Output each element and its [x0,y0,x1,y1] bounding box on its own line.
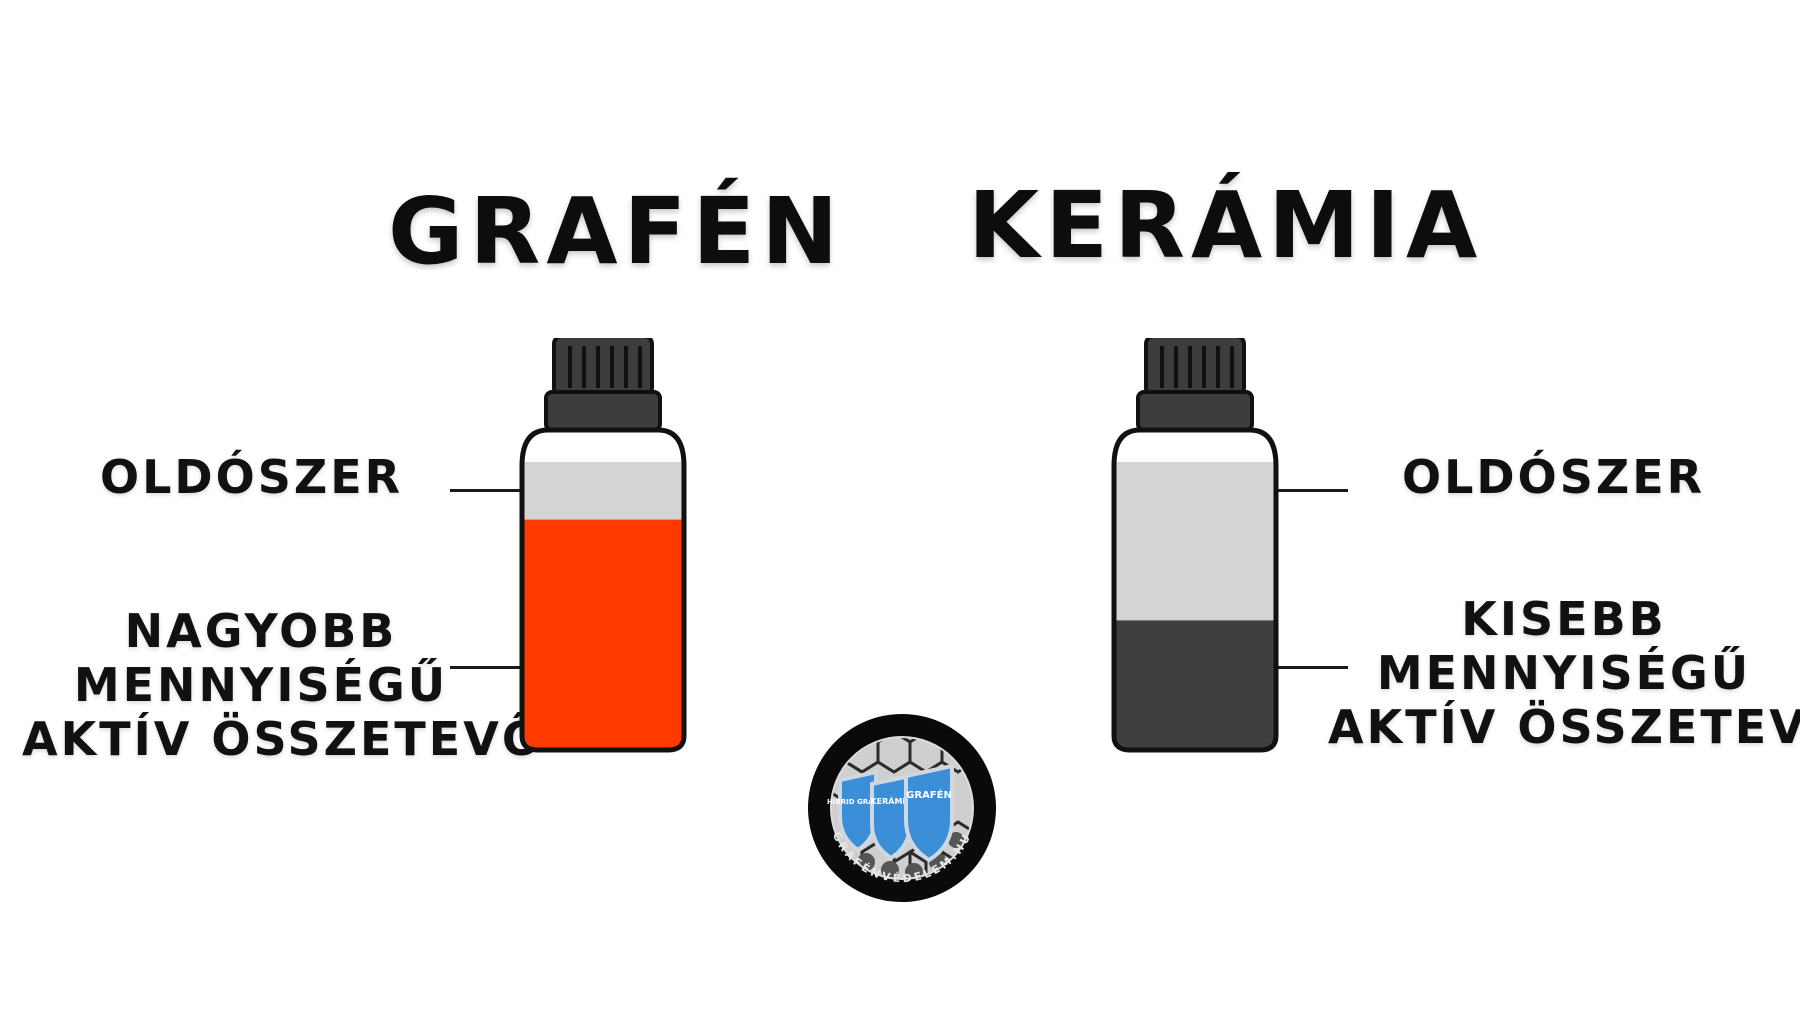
leader-line-left-active [450,666,522,669]
label-line: NAGYOBB [124,604,398,658]
title-grafen: GRAFÉN [388,178,845,285]
shield-icon-grafen: GRAFÉN [904,763,954,863]
active-ingredient-layer [1114,620,1276,750]
bottle-grafen-icon [519,338,687,753]
shield-label: KERÁMIA [870,795,912,806]
label-line: MENNYISÉGŰ [73,658,449,712]
grafenvedelem-logo: HIBRID GRAFÉN KERÁMIA GRAFÉN GRAFÉNVÉDEL… [808,714,996,902]
label-right-active-ingredient: KISEBB MENNYISÉGŰ AKTÍV ÖSSZETEVŐ [1328,592,1800,754]
active-ingredient-layer [522,519,684,750]
bottle-cap [1136,338,1254,432]
shield-label: HIBRID GRAFÉN [827,797,889,806]
label-right-solvent: OLDÓSZER [1402,450,1706,504]
bottle-keramia-icon [1111,338,1279,753]
leader-line-left-solvent [450,489,522,492]
label-line: AKTÍV ÖSSZETEVŐ [1328,700,1800,754]
bottle-cap [544,338,662,432]
label-left-active-ingredient: NAGYOBB MENNYISÉGŰ AKTÍV ÖSSZETEVŐ [22,604,544,766]
label-left-solvent: OLDÓSZER [100,450,404,504]
leader-line-right-active [1276,666,1348,669]
leader-line-right-solvent [1276,489,1348,492]
label-line: MENNYISÉGŰ [1376,646,1752,700]
label-line: KISEBB [1461,592,1667,646]
label-line: AKTÍV ÖSSZETEVŐ [22,712,544,766]
shield-label: GRAFÉN [906,788,952,801]
title-keramia: KERÁMIA [968,172,1484,279]
